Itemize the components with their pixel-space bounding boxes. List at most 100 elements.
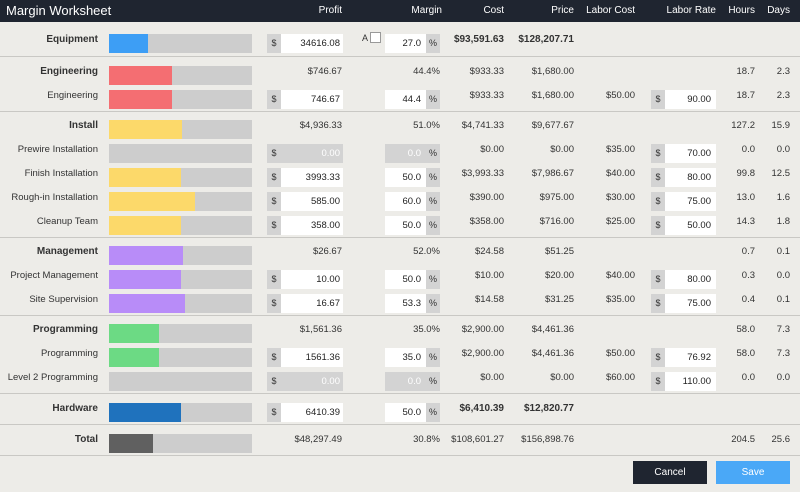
percent-suffix: % xyxy=(426,372,440,391)
item-profit-input[interactable]: $585.00 xyxy=(267,192,343,211)
currency-prefix: $ xyxy=(267,144,281,163)
equipment-profit-value[interactable]: 34616.08 xyxy=(281,34,343,53)
auto-label: A xyxy=(362,33,369,43)
programming-margin: 35.0% xyxy=(413,324,440,335)
item-margin-bar-fill xyxy=(109,168,181,187)
item-labor-rate-value[interactable]: 75.00 xyxy=(665,192,716,211)
install-item-row: Prewire Installation $0.00 0.0% $0.00 $0… xyxy=(0,138,800,163)
item-labor-rate-value[interactable]: 90.00 xyxy=(665,90,716,109)
item-labor-rate-input[interactable]: $80.00 xyxy=(651,168,716,187)
item-margin-bar xyxy=(109,372,252,391)
header-bar: Margin Worksheet Profit Margin Cost Pric… xyxy=(0,0,800,22)
col-price-header: Price xyxy=(551,5,574,16)
item-margin-input[interactable]: 0.0% xyxy=(385,144,440,163)
col-labor-cost-header: Labor Cost xyxy=(586,5,635,16)
item-labor-cost: $40.00 xyxy=(605,168,635,179)
item-profit-input[interactable]: $0.00 xyxy=(267,372,343,391)
item-margin-value[interactable]: 44.4 xyxy=(385,90,426,109)
currency-prefix: $ xyxy=(267,192,281,211)
item-profit-input[interactable]: $10.00 xyxy=(267,270,343,289)
item-margin-value[interactable]: 0.0 xyxy=(385,372,426,391)
item-profit-value[interactable]: 10.00 xyxy=(281,270,343,289)
item-margin-input[interactable]: 50.0% xyxy=(385,270,440,289)
hardware-profit-value[interactable]: 6410.39 xyxy=(281,403,343,422)
item-margin-input[interactable]: 0.0% xyxy=(385,372,440,391)
hardware-profit-input[interactable]: $6410.39 xyxy=(267,403,343,422)
equipment-margin-bar xyxy=(109,34,252,53)
item-profit-input[interactable]: $358.00 xyxy=(267,216,343,235)
item-margin-bar-fill xyxy=(109,216,181,235)
item-margin-value[interactable]: 50.0 xyxy=(385,168,426,187)
item-labor-rate-input[interactable]: $76.92 xyxy=(651,348,716,367)
currency-prefix: $ xyxy=(651,270,665,289)
item-margin-input[interactable]: 50.0% xyxy=(385,216,440,235)
cancel-button[interactable]: Cancel xyxy=(633,461,707,484)
item-labor-rate-value[interactable]: 80.00 xyxy=(665,168,716,187)
item-profit-value[interactable]: 358.00 xyxy=(281,216,343,235)
divider xyxy=(0,424,800,425)
engineering-days: 2.3 xyxy=(776,66,790,77)
item-labor-rate-input[interactable]: $90.00 xyxy=(651,90,716,109)
total-margin: 30.8% xyxy=(413,434,440,445)
item-margin-value[interactable]: 35.0 xyxy=(385,348,426,367)
item-profit-value[interactable]: 16.67 xyxy=(281,294,343,313)
item-profit-value[interactable]: 3993.33 xyxy=(281,168,343,187)
item-profit-input[interactable]: $0.00 xyxy=(267,144,343,163)
item-profit-input[interactable]: $3993.33 xyxy=(267,168,343,187)
item-hours: 99.8 xyxy=(736,168,756,179)
item-price: $20.00 xyxy=(544,270,574,281)
engineering-row: Engineering $746.67 44.4% $933.33 $1,680… xyxy=(0,60,800,85)
item-labor-rate-input[interactable]: $75.00 xyxy=(651,192,716,211)
item-profit-input[interactable]: $746.67 xyxy=(267,90,343,109)
item-margin-bar-fill xyxy=(109,90,173,109)
item-labor-rate-value[interactable]: 80.00 xyxy=(665,270,716,289)
item-margin-bar xyxy=(109,192,252,211)
item-labor-rate-value[interactable]: 50.00 xyxy=(665,216,716,235)
item-profit-value[interactable]: 585.00 xyxy=(281,192,343,211)
hardware-margin-input[interactable]: 50.0% xyxy=(385,403,440,422)
engineering-item-row: Engineering $746.67 44.4% $933.33 $1,680… xyxy=(0,84,800,109)
item-labor-rate-input[interactable]: $70.00 xyxy=(651,144,716,163)
engineering-margin-bar-fill xyxy=(109,66,173,85)
equipment-margin-input[interactable]: 27.0% xyxy=(385,34,440,53)
item-profit-input[interactable]: $16.67 xyxy=(267,294,343,313)
item-profit-input[interactable]: $1561.36 xyxy=(267,348,343,367)
item-profit-value[interactable]: 1561.36 xyxy=(281,348,343,367)
divider xyxy=(0,111,800,112)
item-labor-rate-input[interactable]: $75.00 xyxy=(651,294,716,313)
item-label: Level 2 Programming xyxy=(7,372,98,383)
item-labor-rate-value[interactable]: 110.00 xyxy=(665,372,716,391)
management-price: $51.25 xyxy=(544,246,574,257)
item-labor-rate-input[interactable]: $110.00 xyxy=(651,372,716,391)
window-title: Margin Worksheet xyxy=(6,3,112,18)
auto-margin-checkbox[interactable] xyxy=(370,32,381,43)
save-button[interactable]: Save xyxy=(716,461,790,484)
item-labor-rate-value[interactable]: 75.00 xyxy=(665,294,716,313)
item-margin-value[interactable]: 0.0 xyxy=(385,144,426,163)
item-margin-value[interactable]: 60.0 xyxy=(385,192,426,211)
item-margin-input[interactable]: 44.4% xyxy=(385,90,440,109)
item-margin-input[interactable]: 53.3% xyxy=(385,294,440,313)
currency-prefix: $ xyxy=(651,192,665,211)
item-margin-value[interactable]: 53.3 xyxy=(385,294,426,313)
item-label: Project Management xyxy=(10,270,98,281)
item-labor-rate-input[interactable]: $80.00 xyxy=(651,270,716,289)
item-labor-rate-value[interactable]: 76.92 xyxy=(665,348,716,367)
item-margin-input[interactable]: 60.0% xyxy=(385,192,440,211)
item-margin-input[interactable]: 35.0% xyxy=(385,348,440,367)
item-labor-rate-input[interactable]: $50.00 xyxy=(651,216,716,235)
item-labor-rate-value[interactable]: 70.00 xyxy=(665,144,716,163)
hardware-margin-value[interactable]: 50.0 xyxy=(385,403,426,422)
management-margin-bar-fill xyxy=(109,246,184,265)
item-margin-input[interactable]: 50.0% xyxy=(385,168,440,187)
equipment-profit-input[interactable]: $34616.08 xyxy=(267,34,343,53)
item-profit-value[interactable]: 0.00 xyxy=(281,144,343,163)
item-margin-value[interactable]: 50.0 xyxy=(385,216,426,235)
item-profit-value[interactable]: 0.00 xyxy=(281,372,343,391)
equipment-margin-value[interactable]: 27.0 xyxy=(385,34,426,53)
engineering-hours: 18.7 xyxy=(736,66,756,77)
hardware-margin-bar-fill xyxy=(109,403,181,422)
col-days-header: Days xyxy=(767,5,790,16)
item-profit-value[interactable]: 746.67 xyxy=(281,90,343,109)
item-margin-value[interactable]: 50.0 xyxy=(385,270,426,289)
